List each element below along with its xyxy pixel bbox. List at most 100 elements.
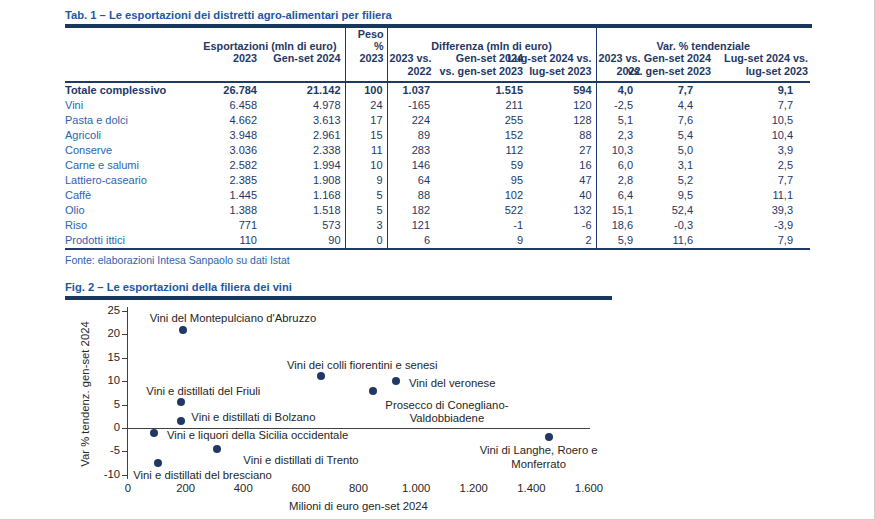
- table-cell: 3: [345, 218, 387, 233]
- table-cell: -2,5: [596, 98, 637, 113]
- table-cell: 89: [387, 128, 434, 143]
- table-row: Caffè1.4451.168588102406,49,511,1: [65, 188, 810, 203]
- chart-section: Fig. 2 – Le esportazioni della filiera d…: [65, 281, 625, 520]
- group-header-esportazioni: Esportazioni (mln di euro): [200, 28, 345, 52]
- y-tick-label: 15: [87, 351, 120, 364]
- table-cell: 1.515: [434, 82, 527, 98]
- y-tick-mark: [122, 451, 127, 452]
- table-cell: 102: [434, 188, 527, 203]
- table-cell: -6: [527, 218, 596, 233]
- point-label: Vini e distillati di Bolzano: [191, 411, 315, 425]
- table-cell: 132: [527, 203, 596, 218]
- y-tick-label: 0: [87, 421, 120, 434]
- table-cell: 3,1: [637, 158, 697, 173]
- x-tick-label: 0: [103, 482, 153, 495]
- y-tick-mark: [122, 381, 127, 382]
- table-cell: 6.458: [200, 98, 261, 113]
- table-cell: -0,3: [637, 218, 697, 233]
- table-cell: 4.662: [200, 113, 261, 128]
- point-label: Vini dei colli fiorentini e senesi: [287, 359, 438, 373]
- table-row: Prodotti ittici1109006925,911,67,9: [65, 233, 810, 249]
- x-tick-label: 400: [218, 482, 268, 495]
- table-title: Tab. 1 – Le esportazioni dei distretti a…: [65, 9, 812, 22]
- row-label: Olio: [65, 203, 200, 218]
- table-cell: 3.948: [200, 128, 261, 143]
- table-cell: 4,4: [637, 98, 697, 113]
- table-cell: 24: [345, 98, 387, 113]
- table-cell: 121: [387, 218, 434, 233]
- table-group-header-row: Esportazioni (mln di euro) Peso % Differ…: [65, 28, 810, 52]
- table-cell: 7,6: [637, 113, 697, 128]
- table-cell: 64: [387, 173, 434, 188]
- table-cell: 771: [200, 218, 261, 233]
- table-cell: 1.445: [200, 188, 261, 203]
- table-cell: 7,7: [697, 173, 810, 188]
- table-cell: 594: [527, 82, 596, 98]
- table-cell: 6,0: [596, 158, 637, 173]
- table-body: Totale complessivo26.78421.1421001.0371.…: [65, 82, 810, 249]
- data-point: [154, 459, 162, 467]
- x-tick-label: 1.600: [564, 482, 614, 495]
- table-cell: 211: [434, 98, 527, 113]
- table-cell: 255: [434, 113, 527, 128]
- col-header: Gen-set 2024: [261, 52, 345, 82]
- y-axis-line: [127, 307, 128, 479]
- chart-title-rule: [65, 296, 612, 300]
- table-row: Totale complessivo26.78421.1421001.0371.…: [65, 82, 810, 98]
- x-tick-label: 200: [161, 482, 211, 495]
- data-point: [177, 398, 185, 406]
- table-cell: 4.978: [261, 98, 345, 113]
- group-header-var: Var. % tendenziale: [596, 28, 810, 52]
- table-cell: 3,9: [697, 143, 810, 158]
- table-cell: 9: [434, 233, 527, 249]
- table-cell: 573: [261, 218, 345, 233]
- table-cell: 6: [387, 233, 434, 249]
- table-cell: 52,4: [637, 203, 697, 218]
- point-label: Prosecco di Conegliano- Valdobbiadene: [357, 399, 537, 426]
- table-cell: 59: [434, 158, 527, 173]
- table-cell: 146: [387, 158, 434, 173]
- table-cell: 5,9: [596, 233, 637, 249]
- table-cell: 182: [387, 203, 434, 218]
- table-cell: 5,0: [637, 143, 697, 158]
- point-label: Vini e distillati del bresciano: [133, 469, 272, 483]
- row-label: Caffè: [65, 188, 200, 203]
- table-cell: 11: [345, 143, 387, 158]
- table-cell: 95: [434, 173, 527, 188]
- x-tick-label: 1.000: [391, 482, 441, 495]
- table-cell: 15: [345, 128, 387, 143]
- table-cell: 39,3: [697, 203, 810, 218]
- table-cell: 110: [200, 233, 261, 249]
- y-tick-label: 20: [87, 327, 120, 340]
- chart-title: Fig. 2 – Le esportazioni della filiera d…: [65, 281, 625, 294]
- table-cell: 9,1: [697, 82, 810, 98]
- wine-scatter-chart: 2520151050-5-1002004006008001.0001.2001.…: [65, 302, 625, 516]
- point-label: Vini di Langhe, Roero e Monferrato: [449, 444, 629, 471]
- data-point: [150, 429, 158, 437]
- table-cell: 283: [387, 143, 434, 158]
- x-tick-label: 1.400: [506, 482, 556, 495]
- table-cell: 6,4: [596, 188, 637, 203]
- table-cell: 1.994: [261, 158, 345, 173]
- table-section: Tab. 1 – Le esportazioni dei distretti a…: [65, 9, 812, 266]
- table-sub-header-row: 2023 Gen-set 2024 2023 2023 vs. 2022 Gen…: [65, 52, 810, 82]
- col-header: Lug-set 2024 vs. lug-set 2023: [697, 52, 810, 82]
- table-cell: 2: [527, 233, 596, 249]
- table-source: Fonte: elaborazioni Intesa Sanpaolo su d…: [65, 254, 812, 266]
- row-label: Vini: [65, 98, 200, 113]
- table-cell: -3,9: [697, 218, 810, 233]
- table-cell: 112: [434, 143, 527, 158]
- point-label: Vini e distillati di Trento: [243, 454, 358, 468]
- table-cell: 17: [345, 113, 387, 128]
- table-cell: 100: [345, 82, 387, 98]
- data-point: [213, 445, 221, 453]
- point-label: Vini e distillati del Friuli: [146, 385, 260, 399]
- table-cell: -1: [434, 218, 527, 233]
- y-tick-mark: [122, 311, 127, 312]
- row-label: Carne e salumi: [65, 158, 200, 173]
- table-cell: 5,4: [637, 128, 697, 143]
- col-header: Gen-set 2024 vs. gen-set 2023: [637, 52, 697, 82]
- table-cell: 7,7: [637, 82, 697, 98]
- y-tick-label: 10: [87, 374, 120, 387]
- table-row: Carne e salumi2.5821.9941014659166,03,12…: [65, 158, 810, 173]
